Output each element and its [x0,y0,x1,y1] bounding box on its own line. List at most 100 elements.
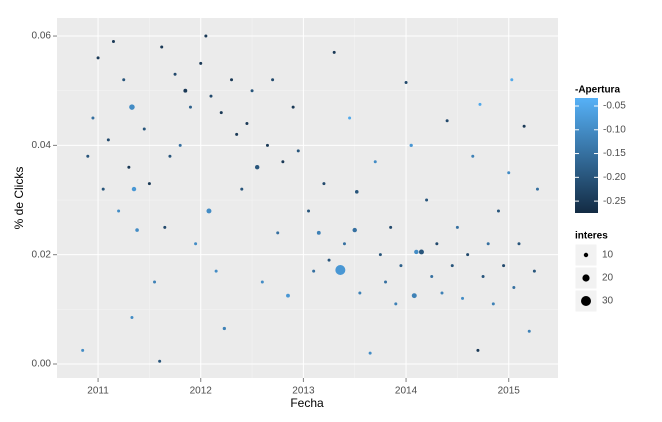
legend-point [582,274,590,282]
y-tick-label: 0.04 [32,140,52,151]
point [206,208,212,214]
point [491,302,495,306]
y-tick-label: 0.00 [32,359,52,370]
point [117,209,121,213]
point [507,171,511,175]
point [127,165,131,169]
point [250,89,254,93]
point [230,78,234,82]
point [502,264,506,268]
point [86,154,90,158]
point [91,116,95,120]
color-legend-label: -0.05 [603,101,626,112]
size-legend-label: 30 [602,296,614,307]
legend-point [581,296,591,306]
point [111,40,115,44]
x-tick-label: 2013 [292,386,315,397]
x-tick-label: 2012 [190,386,213,397]
x-tick-label: 2015 [498,386,521,397]
point [291,105,295,109]
point [510,78,514,82]
point [322,182,326,186]
point [450,264,454,268]
point [384,280,388,284]
point [235,132,239,136]
point [512,285,516,289]
point [122,78,126,82]
point [147,182,151,186]
point [194,242,198,246]
point [204,34,208,38]
point [535,187,539,191]
point [183,88,188,93]
point [348,116,352,120]
point [373,160,377,164]
point [527,329,531,333]
point [135,228,139,232]
point [466,253,470,257]
point [378,253,382,257]
point [418,249,424,255]
size-legend-label: 10 [602,250,614,261]
size-legend-title: interes [575,231,608,242]
y-tick-label: 0.06 [32,31,52,42]
point [411,293,417,299]
point [352,227,357,233]
point [101,187,105,191]
point [96,56,100,60]
point [399,264,403,268]
point [173,72,177,76]
y-tick-label: 0.02 [32,249,52,260]
point [219,111,223,115]
point [455,225,459,229]
point [214,269,218,273]
point [209,94,213,98]
point [81,348,85,352]
point [307,209,311,213]
point [404,81,408,85]
point [481,275,485,279]
point [245,121,249,125]
point [435,242,439,246]
point [496,209,500,213]
point [106,138,110,142]
point [316,230,321,235]
point [142,127,146,131]
point [517,242,521,246]
point [425,198,429,202]
point [131,186,137,192]
point [327,258,331,262]
point [409,143,413,148]
point [276,231,280,235]
point [532,269,536,273]
point [522,124,526,128]
point [332,50,336,54]
size-legend-label: 20 [602,273,614,284]
point [163,225,167,229]
point [342,242,346,246]
point [188,105,192,109]
point [335,264,346,275]
point [430,275,434,279]
point [440,291,444,295]
point [414,249,419,255]
point [265,143,269,147]
point [486,242,490,246]
color-bar [575,98,598,213]
point [153,280,157,284]
point [130,316,134,320]
color-legend-label: -0.25 [603,196,626,207]
point [368,351,372,355]
point [471,154,475,158]
x-tick-label: 2011 [87,386,109,397]
point [199,61,203,65]
point [476,348,480,352]
point [260,280,264,284]
point [286,293,290,298]
point [358,291,362,295]
color-legend-label: -0.15 [603,148,626,159]
point [158,359,162,363]
point [168,154,172,158]
